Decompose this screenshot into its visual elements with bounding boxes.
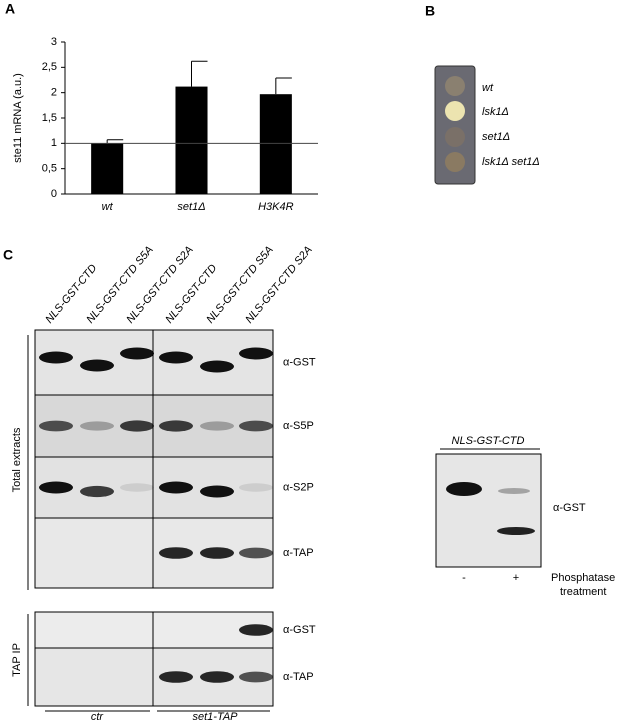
antibody-label: α-S5P: [283, 420, 314, 432]
antibody-label: α-GST: [283, 624, 316, 636]
y-tick-label: 1: [51, 137, 57, 149]
antibody-label: α-TAP: [283, 671, 314, 683]
band: [239, 624, 273, 636]
lane-label: NLS-GST-CTD S5A: [204, 244, 275, 326]
x-tick-label: set1Δ: [177, 201, 205, 213]
band: [239, 420, 273, 432]
y-tick-label: 2: [51, 87, 57, 99]
y-tick-label: 0,5: [42, 163, 57, 175]
band: [497, 527, 535, 535]
blot-row: [435, 453, 542, 568]
band: [39, 351, 73, 364]
band: [200, 360, 234, 373]
x-tick-label: wt: [102, 201, 114, 213]
y-tick-label: 3: [51, 36, 57, 48]
lane-label: NLS-GST-CTD: [452, 435, 525, 447]
band: [120, 420, 154, 432]
colony: [445, 127, 465, 147]
band: [80, 359, 114, 372]
band: [159, 351, 193, 364]
band: [159, 547, 193, 559]
strain-label: set1Δ: [482, 131, 510, 143]
strain-label: set1-TAP: [192, 711, 238, 722]
antibody-label: α-TAP: [283, 547, 314, 559]
error-bar: [275, 77, 292, 95]
group-label: Total extracts: [11, 427, 23, 492]
strain-label: wt: [482, 82, 494, 94]
y-axis-label: ste11 mRNA (a.u.): [12, 73, 24, 163]
y-tick-label: 2,5: [42, 61, 57, 73]
treatment: -: [462, 572, 466, 584]
antibody-label: α-S2P: [283, 481, 314, 493]
band: [39, 420, 73, 432]
error-bar: [106, 139, 124, 144]
band: [200, 485, 234, 498]
strain-label: ctr: [91, 711, 105, 722]
blot-row: [34, 647, 274, 707]
panel-label: C: [3, 247, 13, 263]
band: [498, 488, 530, 494]
blot-row: [34, 329, 274, 396]
treatment-label: treatment: [560, 586, 606, 598]
colony: [445, 152, 465, 172]
band: [239, 347, 273, 360]
bar: [259, 94, 292, 194]
bar: [175, 86, 208, 194]
band: [239, 547, 273, 559]
band: [200, 671, 234, 683]
y-tick-label: 1,5: [42, 112, 57, 124]
band: [80, 421, 114, 431]
blots: α-GST α-S5P α-S2P α-TAP α-GST α-TAP NLS-GST-CT…: [11, 244, 615, 722]
treatment: +: [513, 572, 519, 584]
panel-label: B: [425, 3, 435, 19]
y-tick-label: 0: [51, 188, 57, 200]
bar: [91, 143, 124, 194]
error-bar: [191, 60, 208, 87]
band: [159, 420, 193, 432]
antibody-label: α-GST: [283, 356, 316, 368]
strain-label: lsk1Δ: [482, 106, 509, 118]
band: [39, 481, 73, 494]
band: [239, 671, 273, 683]
lane-label: NLS-GST-CTD S5A: [84, 244, 155, 326]
band: [446, 482, 482, 496]
antibody-label: α-GST: [553, 502, 586, 514]
band: [80, 485, 114, 498]
group-label: TAP IP: [11, 643, 23, 677]
band: [200, 421, 234, 431]
strain-label: lsk1Δ set1Δ: [482, 156, 540, 168]
band: [120, 483, 154, 492]
lane-label: NLS-GST-CTD S2A: [243, 244, 314, 326]
x-tick-label: H3K4R: [258, 201, 294, 213]
band: [159, 671, 193, 683]
band: [120, 347, 154, 360]
blot-row: [34, 611, 274, 649]
plate: [434, 65, 476, 185]
blot-row: [34, 456, 274, 519]
colony: [445, 76, 465, 96]
panel-label: A: [5, 1, 15, 17]
blot-row: [34, 517, 274, 589]
band: [200, 547, 234, 559]
treatment-label: Phosphatase: [551, 572, 615, 584]
band: [239, 483, 273, 492]
colony: [445, 101, 465, 121]
band: [159, 481, 193, 494]
